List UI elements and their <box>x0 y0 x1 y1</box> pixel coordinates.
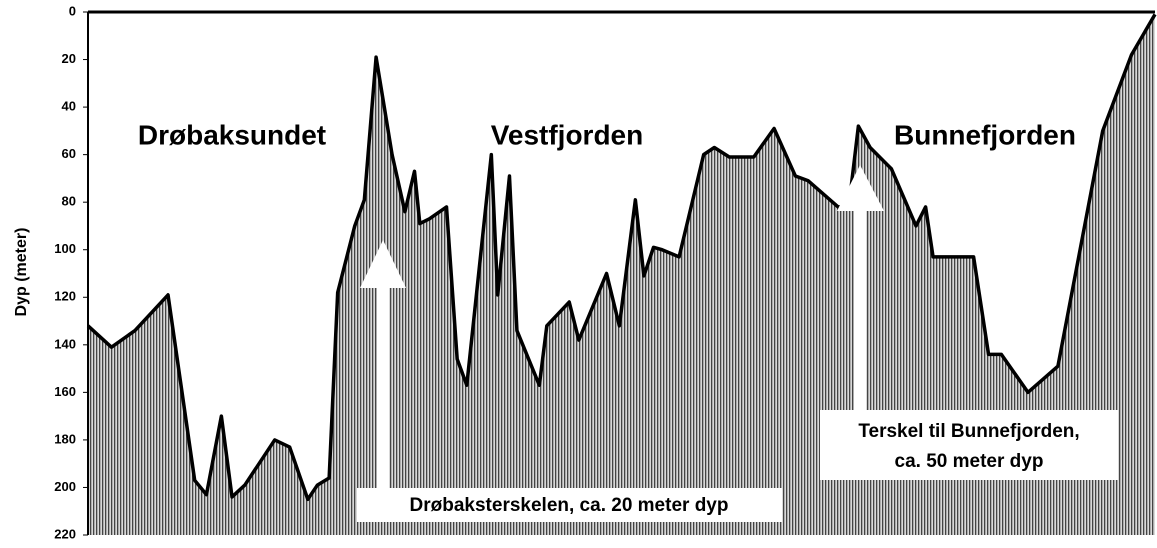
arrow <box>837 165 884 410</box>
y-tick-label: 160 <box>54 384 76 399</box>
y-tick-label: 140 <box>54 336 76 351</box>
y-tick-label: 20 <box>62 51 76 66</box>
y-tick-label: 40 <box>62 99 76 114</box>
annotation: Terskel til Bunnefjorden, <box>858 421 1079 442</box>
annotation: Drøbaksundet <box>138 119 326 150</box>
annotation: Vestfjorden <box>491 119 643 150</box>
plot <box>86 13 1157 536</box>
y-tick-label: 60 <box>62 146 76 161</box>
y-tick-label: 220 <box>54 526 76 541</box>
y-tick-label: 200 <box>54 479 76 494</box>
y-axis-label: Dyp (meter) <box>13 228 30 317</box>
y-tick-label: 80 <box>62 194 76 209</box>
y-tick-label: 180 <box>54 431 76 446</box>
annotation-box <box>357 488 782 522</box>
annotation-box <box>820 410 1118 480</box>
annotation: Drøbaksterskelen, ca. 20 meter dyp <box>410 495 729 516</box>
line <box>86 13 1157 502</box>
y-tick-label: 100 <box>54 241 76 256</box>
annotation: ca. 50 meter dyp <box>895 451 1044 472</box>
y-tick-label: 120 <box>54 289 76 304</box>
arrow <box>360 240 406 490</box>
area <box>88 14 1155 536</box>
annotation: Bunnefjorden <box>894 119 1076 150</box>
y-tick-label: 0 <box>69 3 76 18</box>
